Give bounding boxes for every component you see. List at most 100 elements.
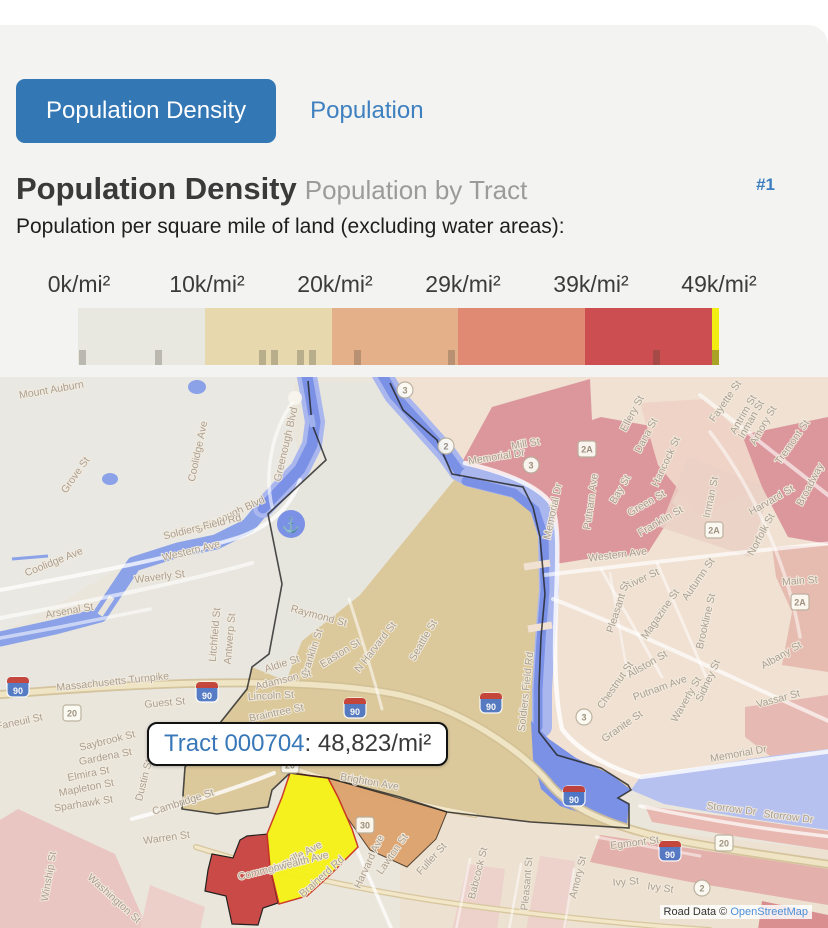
bridge-gap [97, 595, 115, 617]
svg-text:30: 30 [360, 821, 370, 831]
river-st-road [551, 597, 828, 723]
legend-label: 39k/mi² [553, 271, 629, 297]
shield-90: 90 [195, 681, 219, 703]
svg-text:90: 90 [665, 850, 675, 860]
shield-90: 90 [479, 692, 503, 714]
tract-region-southwest[interactable] [0, 809, 148, 928]
svg-text:2: 2 [443, 442, 448, 452]
shield-3: 3 [575, 708, 593, 726]
legend-band-2 [331, 308, 459, 365]
tract-region-northeast[interactable] [742, 417, 828, 544]
legend-distribution-tick [258, 350, 266, 365]
svg-text:90: 90 [202, 691, 212, 701]
bridge-gap [527, 621, 553, 633]
pleasant-st-road [608, 571, 630, 679]
svg-text:90: 90 [13, 686, 23, 696]
openstreetmap-link[interactable]: OpenStreetMap [730, 906, 808, 918]
legend-distribution-tick [354, 350, 362, 365]
tract-red[interactable] [204, 833, 279, 926]
tract-region-southeast[interactable] [590, 835, 828, 905]
svg-text:2A: 2A [708, 526, 720, 536]
shield-90: 90 [343, 697, 367, 719]
tract-region-northwest[interactable] [0, 377, 300, 633]
title-row: Population Density Population by Tract [16, 171, 788, 207]
legend-band-0 [78, 308, 205, 365]
tab-population-density[interactable]: Population Density [16, 79, 277, 143]
legend-distribution-tick [270, 350, 278, 365]
bridge-gap [308, 414, 316, 428]
legend-description: Population per square mile of land (excl… [16, 215, 565, 238]
side-street [508, 862, 523, 928]
street-label: Litchfield St [207, 607, 224, 662]
tract-highlighted-000704[interactable] [266, 772, 359, 905]
legend-band-3 [458, 308, 586, 365]
western-ave-road [0, 561, 254, 621]
legend-distribution-tick [652, 350, 660, 365]
map-attribution: Road Data © OpenStreetMap [659, 905, 812, 919]
legend-highlight-tick [711, 350, 719, 365]
magazine-st-road [599, 567, 664, 679]
density-card: Population Density Population Population… [0, 25, 828, 928]
cambridge-st-road [130, 771, 276, 821]
egmont-st-road [594, 835, 702, 858]
legend-distribution-tick [297, 350, 305, 365]
street-label: Antwerp St [222, 613, 238, 665]
anchor-icon: ⚓ [282, 516, 301, 534]
tract-region-oak-sq [140, 885, 205, 928]
page-subtitle: Population by Tract [304, 175, 528, 205]
map-canvas[interactable]: ⚓ [0, 377, 828, 928]
shield-3: 3 [522, 456, 540, 474]
tract-link[interactable]: Tract 000704 [164, 730, 305, 757]
storrow-dr-road [638, 804, 828, 839]
stream [11, 554, 49, 561]
harvard-st-road [708, 430, 802, 639]
tract-central-north[interactable] [252, 381, 455, 681]
tract-region-pleasant [526, 856, 575, 928]
n-harvard-road [347, 597, 384, 711]
pond [102, 473, 118, 485]
svg-text:3: 3 [581, 713, 586, 723]
svg-text:90: 90 [486, 702, 496, 712]
shield-2A: 2A [790, 593, 810, 611]
street-label: Ivy St [647, 880, 675, 896]
legend-label: 10k/mi² [169, 271, 245, 297]
memorial-dr-road [462, 460, 828, 780]
svg-text:90: 90 [350, 707, 360, 717]
legend-distribution-tick [78, 350, 86, 365]
tract-region-brighton-west[interactable] [0, 511, 282, 695]
svg-text:2A: 2A [794, 598, 806, 608]
shield-2A: 2A [577, 440, 597, 458]
tab-bar: Population Density Population [16, 79, 424, 143]
street-label: Ivy St [612, 875, 639, 889]
legend-label: 29k/mi² [425, 271, 501, 297]
legend-band-1 [204, 308, 332, 365]
shield-20: 20 [62, 704, 82, 722]
soldiers-field-rd [0, 478, 302, 593]
svg-text:90: 90 [569, 795, 579, 805]
side-street [563, 867, 576, 928]
legend-label: 0k/mi² [47, 271, 111, 297]
pond [188, 380, 206, 394]
bridge-gap [523, 559, 551, 571]
svg-text:3: 3 [402, 386, 407, 396]
shield-90: 90 [6, 676, 30, 698]
shield-2: 2 [437, 437, 455, 455]
shield-90: 90 [562, 785, 586, 807]
river-bend-pool [531, 721, 631, 824]
legend-distribution-tick [308, 350, 316, 365]
shield-90: 90 [658, 840, 682, 862]
legend-bar [78, 308, 719, 365]
map-tooltip: Tract 000704: 48,823/mi² [147, 722, 449, 766]
legend-label: 49k/mi² [681, 271, 757, 297]
street-label: Lincoln St [247, 689, 294, 703]
legend-tick-labels: 0k/mi² 10k/mi² 20k/mi² 29k/mi² 39k/mi² 49k/mi… [0, 271, 828, 301]
svg-text:2: 2 [699, 884, 704, 894]
svg-text:3: 3 [528, 461, 533, 471]
shield-2A: 2A [704, 521, 724, 539]
tract-boundary [181, 380, 633, 829]
rank-badge[interactable]: #1 [756, 175, 775, 194]
tooltip-value: : 48,823/mi² [304, 730, 432, 757]
tab-population[interactable]: Population [310, 97, 424, 124]
street-label: Pleasant St [519, 856, 536, 911]
